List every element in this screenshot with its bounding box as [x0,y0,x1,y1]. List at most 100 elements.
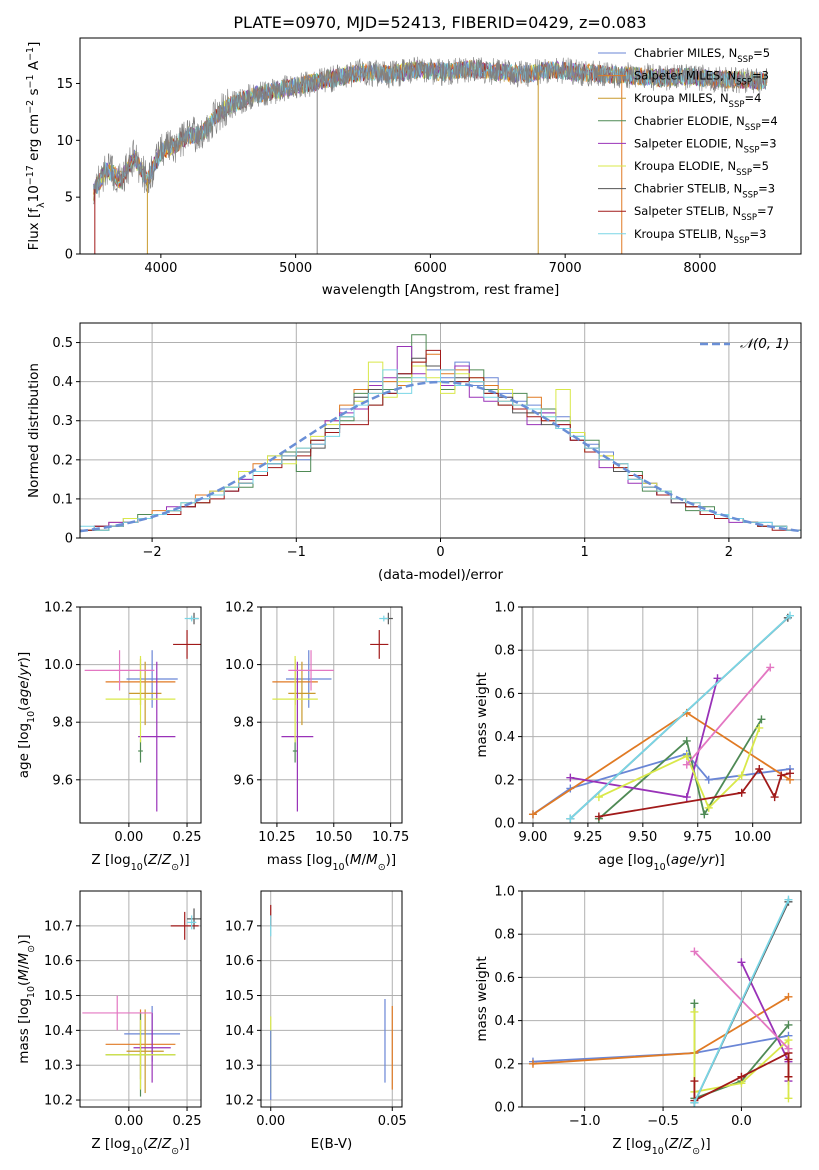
label-part: 10 [131,1146,143,1157]
y-tick-label: 10.4 [225,1024,254,1039]
weight_vs_Z-plot-area [528,895,793,1107]
y-tick-label: 10.2 [225,1094,254,1109]
label-part: ( [16,981,32,986]
weight-point [784,1044,793,1053]
weight-point [784,1036,793,1045]
label-part: Z [log [612,1136,651,1152]
legend-label: Salpeter MILES, NSSP=3 [634,69,769,88]
legend-label: 𝒩(0, 1) [740,336,789,352]
plot-frame [79,890,202,1108]
weight_vs_age-plot-area [528,611,795,823]
x-tick-label: −1.0 [569,1114,601,1129]
plot-frame [521,606,802,824]
label-part: ⊙ [171,862,179,873]
x-tick-label: 0 [436,545,444,560]
legend-label-sub: SSP [745,123,761,133]
weight-point [594,812,603,821]
residuals-y-label: Normed distribution [26,363,42,498]
plot-frame [79,606,202,824]
legend-label-sub: SSP [734,236,750,246]
age_vs_Z-x-label: Z [log10(Z/Z⊙)] [91,852,189,873]
label-part: 10 [26,185,42,202]
x-tick-label: −0.5 [647,1114,679,1129]
age_vs_Z-y-label: age [log10(age/yr)] [16,652,37,778]
y-tick-label: 10.5 [225,989,254,1004]
label-part: Z [147,852,158,868]
legend-label-suffix: =5 [752,159,769,173]
legend-label-main: Kroupa MILES, N [634,91,729,105]
legend-label-main: Salpeter STELIB, N [634,204,741,218]
mass_vs_ebv-plot-area [270,904,393,1101]
x-tick-label: 0.25 [173,830,202,845]
label-part: 10 [332,862,344,873]
y-tick-label: 0.8 [494,928,515,943]
legend-label-sub: SSP [729,100,745,110]
legend-label-sub: SSP [736,78,752,88]
weight-point [690,999,699,1008]
weight-point [594,793,603,802]
label-part: 10 [654,862,666,873]
weight-point [766,663,775,672]
y-tick-label: 10.3 [44,1059,73,1074]
label-part: ⊙ [26,945,37,953]
spectrum-x-label: wavelength [Angstrom, rest frame] [322,282,560,298]
x-tick-label: 10.50 [315,830,352,845]
legend-label-suffix: =3 [749,227,766,241]
label-part: M [350,852,362,868]
weight-point [757,715,766,724]
label-part: age [log [598,852,653,868]
y-tick-label: 9.6 [233,773,254,788]
x-tick-label: 10.00 [734,830,771,845]
weight-point [682,760,691,769]
age_vs_mass-panel: 10.25 10.50 10.75 9.6 9.8 10.0 10.2 mass [log10… [225,601,409,873]
label-part: Z [668,1136,679,1152]
label-part: M [16,969,32,981]
label-part: ( [143,852,148,868]
label-part: / [361,852,366,868]
y-tick-label: 10.4 [44,1024,73,1039]
weight-point [737,1072,746,1081]
label-part: 10 [652,1146,664,1157]
y-tick-label: 9.8 [233,716,254,731]
weight-point [682,793,691,802]
x-tick-label: 0.00 [114,1114,143,1129]
label-part: ] [26,42,42,47]
legend-label-main: Kroupa ELODIE, N [634,159,736,173]
x-tick-label: 0.00 [114,830,143,845]
label-part: −2 [25,100,36,114]
y-tick-label: 0.2 [494,1057,515,1072]
weight-line-pink [686,666,771,766]
y-tick-label: 0.4 [494,1014,515,1029]
weight_vs_Z-x-label: Z [log10(Z/Z⊙)] [612,1136,710,1157]
legend-label-suffix: =5 [753,46,770,60]
label-part: 10 [26,711,37,723]
label-part: ⊙ [692,1146,700,1157]
legend-label-suffix: =3 [752,69,769,83]
weight-point [566,773,575,782]
x-tick-label: 7000 [549,261,582,276]
label-part: ( [16,706,32,711]
y-tick-label: 9.8 [52,716,73,731]
legend-label-suffix: =4 [761,114,778,128]
legend-label-sub: SSP [736,168,752,178]
legend-label-main: Chabrier STELIB, N [634,182,742,196]
weight-point [755,765,764,773]
label-part: erg cm [26,114,42,165]
x-tick-label: 9.00 [519,830,548,845]
legend-label-suffix: =3 [760,136,777,150]
age_vs_Z-plot-area [84,612,201,812]
y-tick-label: 15 [56,77,73,92]
y-tick-label: 10.2 [44,1094,73,1109]
x-tick-label: 2 [725,545,733,560]
legend-label: Salpeter ELODIE, NSSP=3 [634,136,777,155]
spectrum-y-label: Flux [fλ10−17 erg cm−2 s−1 A−1] [25,42,47,251]
y-tick-label: 0.2 [52,453,73,468]
weight-point [784,895,793,904]
label-part: yr [16,661,32,677]
y-tick-label: 9.6 [52,773,73,788]
weight-point [784,1020,793,1029]
legend-label-sub: SSP [741,213,757,223]
x-tick-label: 5000 [279,261,312,276]
weight-point [528,1059,537,1068]
spectrum-data-line [93,56,768,205]
